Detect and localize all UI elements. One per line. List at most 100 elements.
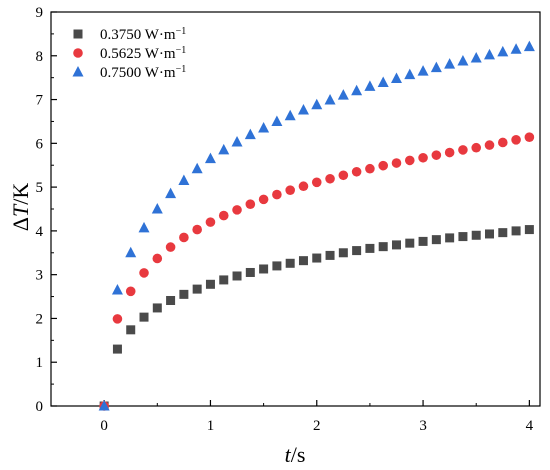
data-point [165,242,176,252]
x-axis-title: t/s [285,442,306,467]
data-point [390,72,402,84]
data-point [524,132,535,143]
data-point [471,142,482,153]
data-point [192,284,202,294]
data-point [377,76,389,87]
y-tick-label: 9 [36,5,44,21]
y-tick-label: 2 [36,311,44,327]
x-tick-label: 1 [207,418,215,434]
data-point [126,325,136,335]
series-2 [99,132,535,411]
data-point [112,344,122,354]
x-tick-label: 2 [313,418,321,434]
data-point [404,68,416,80]
data-point [285,258,295,268]
data-point [511,135,521,145]
legend-label: 0.5625 W·m−1 [100,45,186,63]
data-point [404,155,415,166]
data-point [151,203,163,214]
x-tick-label: 3 [419,418,427,434]
data-point [338,248,348,258]
data-point [179,289,189,299]
data-point [430,61,442,73]
data-point [497,45,509,57]
data-point [311,177,322,188]
data-point [245,199,256,209]
data-point [272,189,282,200]
data-point [166,295,176,305]
data-point [285,185,295,195]
data-point [324,93,336,105]
legend-label: 0.3750 W·m−1 [100,26,186,44]
data-point [272,261,282,271]
data-point [178,174,190,186]
data-point [271,115,283,126]
data-point [457,55,469,66]
y-axis-title: ΔT/K [8,183,33,232]
data-point [444,147,455,158]
data-point [259,264,269,274]
data-point [405,238,415,248]
data-point [351,84,363,96]
data-point [232,205,242,215]
data-point [298,181,309,192]
data-point [218,210,229,221]
data-point [484,140,495,150]
y-tick-label: 1 [36,355,44,371]
data-point [338,170,349,181]
data-point [312,253,322,263]
x-axis-title-unit: /s [291,442,306,467]
data-point [232,271,242,281]
data-point [258,122,270,133]
data-point [497,137,508,148]
legend-label-text: 0.3750 W·m [100,27,176,43]
y-tick-label: 5 [36,180,44,196]
data-point [152,253,163,264]
data-point [231,136,243,147]
data-point [458,232,468,242]
data-marks [98,40,535,411]
data-point [470,51,482,63]
series-1 [99,225,534,411]
data-point [352,246,362,256]
data-point [139,312,149,322]
data-point [152,303,162,313]
data-point [523,40,535,52]
data-point [138,221,150,233]
data-point [192,224,202,235]
data-point [191,162,203,174]
y-axis-title-unit: /K [8,183,33,205]
data-point [125,286,136,297]
data-point [112,314,123,324]
data-point [498,228,508,238]
y-tick-label: 4 [36,224,44,240]
data-point [378,242,388,252]
legend-label-superscript: −1 [176,26,187,37]
data-point [485,229,495,239]
legend-label-text: 0.7500 W·m [100,65,176,81]
data-point [431,150,442,160]
legend-label-superscript: −1 [176,45,187,56]
series-3 [98,40,535,411]
data-point [205,279,215,289]
data-point [364,80,376,91]
data-point [179,232,189,243]
y-axis-title-symbol: T [8,203,33,217]
legend-label: 0.7500 W·m−1 [100,64,186,82]
y-axis-title-prefix: Δ [8,217,33,231]
data-point [325,250,335,260]
axes: 0 1 2 3 4 0 1 2 3 4 5 6 7 8 9 [36,5,541,434]
legend-label-superscript: −1 [176,64,187,75]
legend-label-text: 0.5625 W·m [100,46,176,62]
data-point [298,256,308,266]
data-point [297,104,309,115]
x-tick-label: 0 [100,418,108,434]
data-point [351,166,362,177]
data-point [111,283,123,295]
x-tick-label: 4 [526,418,534,434]
data-point [471,230,481,240]
data-point [284,109,296,121]
data-point [139,268,149,278]
data-point [418,152,428,163]
